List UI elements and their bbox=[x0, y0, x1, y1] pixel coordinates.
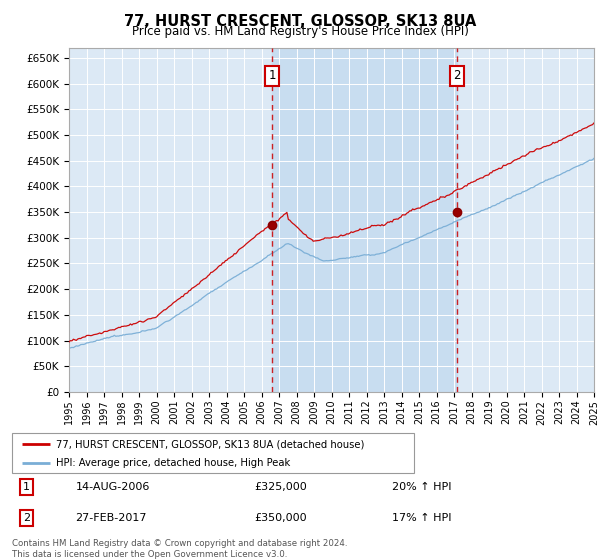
Text: 1: 1 bbox=[23, 482, 30, 492]
Text: 2: 2 bbox=[23, 514, 30, 523]
Text: HPI: Average price, detached house, High Peak: HPI: Average price, detached house, High… bbox=[56, 458, 290, 468]
Text: 17% ↑ HPI: 17% ↑ HPI bbox=[392, 514, 452, 523]
Text: 77, HURST CRESCENT, GLOSSOP, SK13 8UA (detached house): 77, HURST CRESCENT, GLOSSOP, SK13 8UA (d… bbox=[56, 439, 365, 449]
Text: 2: 2 bbox=[453, 69, 461, 82]
Bar bbox=[272, 48, 457, 392]
Text: 20% ↑ HPI: 20% ↑ HPI bbox=[392, 482, 452, 492]
Text: 1: 1 bbox=[269, 69, 276, 82]
Text: £325,000: £325,000 bbox=[254, 482, 307, 492]
Text: 77, HURST CRESCENT, GLOSSOP, SK13 8UA: 77, HURST CRESCENT, GLOSSOP, SK13 8UA bbox=[124, 14, 476, 29]
Text: £350,000: £350,000 bbox=[254, 514, 307, 523]
Text: Price paid vs. HM Land Registry's House Price Index (HPI): Price paid vs. HM Land Registry's House … bbox=[131, 25, 469, 38]
FancyBboxPatch shape bbox=[12, 433, 414, 473]
Text: Contains HM Land Registry data © Crown copyright and database right 2024.
This d: Contains HM Land Registry data © Crown c… bbox=[12, 539, 347, 559]
Text: 27-FEB-2017: 27-FEB-2017 bbox=[76, 514, 147, 523]
Text: 14-AUG-2006: 14-AUG-2006 bbox=[76, 482, 150, 492]
